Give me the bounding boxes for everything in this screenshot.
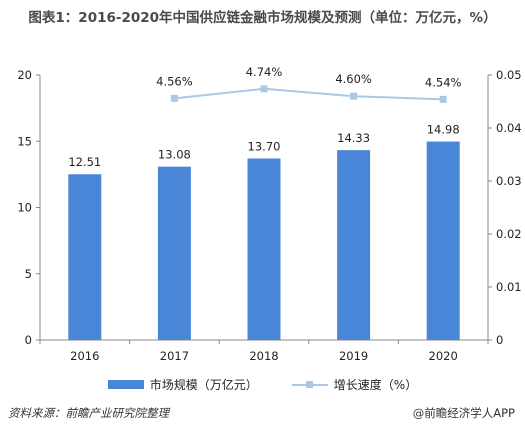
source-note: 资料来源：前瞻产业研究院整理 [8,406,169,420]
growth-point [170,94,178,102]
y-left-tick-label: 20 [17,68,32,82]
y-right-tick-label: 0.02 [496,227,522,241]
x-tick-label: 2018 [249,349,278,363]
y-left-tick-label: 10 [17,201,32,215]
y-right-tick-label: 0 [496,333,503,347]
chart-title: 图表1：2016-2020年中国供应链金融市场规模及预测（单位：万亿元，%） [28,10,497,26]
bar-value-label: 13.08 [158,148,191,162]
y-left-tick-label: 15 [17,134,32,148]
growth-line-path [174,87,444,101]
bar-value-label: 14.98 [427,123,460,137]
growth-value-label: 4.74% [246,65,283,79]
legend-item-bar: 市场规模（万亿元） [107,376,258,393]
growth-value-label: 4.54% [425,75,462,89]
legend: 市场规模（万亿元） 增长速度（%） [0,376,525,393]
bar-value-label: 14.33 [337,131,370,145]
x-tick-label: 2019 [339,349,368,363]
legend-item-line: 增长速度（%） [291,376,418,393]
growth-point [260,85,268,93]
x-tick-label: 2017 [160,349,189,363]
x-tick-label: 2020 [429,349,458,363]
y-right-tick-label: 0.04 [496,121,522,135]
bar [247,158,281,340]
y-right-tick-label: 0.01 [496,280,522,294]
growth-value-label: 4.56% [156,74,193,88]
x-tick-label: 2016 [70,349,99,363]
growth-value-label: 4.60% [335,72,372,86]
growth-point [350,92,358,100]
axes: 0 5 10 15 20 0 0.01 0.02 0.03 0.04 0.05 2016 2017 201… [17,68,521,363]
bar [337,150,371,340]
legend-line-label: 增长速度（%） [333,378,418,392]
growth-point [439,95,447,103]
bars [68,141,460,340]
y-right-tick-label: 0.03 [496,174,522,188]
y-left-tick-label: 0 [25,333,32,347]
bar [68,174,102,340]
growth-line [170,85,447,103]
bar-value-label: 13.70 [248,139,281,153]
legend-bar-label: 市场规模（万亿元） [149,378,258,392]
y-right-tick-label: 0.05 [496,68,522,82]
bar [157,166,191,340]
bar [426,141,460,340]
legend-line-swatch [291,380,328,389]
brand-note: @前瞻经济学人APP [412,406,515,420]
data-labels: 12.51 13.08 13.70 14.33 14.98 4.56% 4.74% 4.60%… [68,65,461,169]
bar-value-label: 12.51 [68,155,101,169]
legend-bar-swatch [107,380,144,389]
y-left-tick-label: 5 [25,267,32,281]
